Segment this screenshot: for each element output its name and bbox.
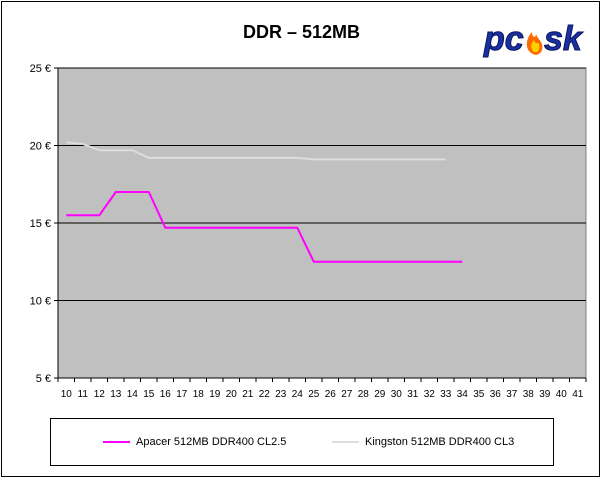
- y-tick-label: 25 €: [30, 63, 51, 75]
- x-tick-label: 35: [473, 389, 485, 400]
- x-tick-label: 32: [424, 389, 436, 400]
- x-tick-label: 38: [523, 389, 535, 400]
- x-tick-label: 17: [176, 389, 188, 400]
- pcask-logo: pc sk: [483, 20, 585, 59]
- x-tick-label: 11: [78, 389, 89, 400]
- series-line-kingston: [66, 141, 446, 161]
- x-tick-label: 13: [110, 389, 122, 400]
- legend-label-kingston: Kingston 512MB DDR400 CL3: [365, 436, 515, 448]
- x-tick-label: 29: [374, 389, 386, 400]
- x-tick-label: 34: [457, 389, 469, 400]
- legend-swatch-kingston: [332, 441, 359, 443]
- x-tick-label: 40: [556, 389, 568, 400]
- series-line-apacer: [66, 191, 463, 263]
- x-tick-label: 25: [308, 389, 320, 400]
- legend-item-apacer: Apacer 512MB DDR400 CL2.5: [103, 434, 286, 450]
- x-tick-label: 18: [193, 389, 205, 400]
- x-tick-label: 41: [572, 389, 584, 400]
- x-tick-label: 19: [209, 389, 221, 400]
- legend-label-apacer: Apacer 512MB DDR400 CL2.5: [136, 436, 287, 448]
- chart-legend: Apacer 512MB DDR400 CL2.5 Kingston 512MB…: [50, 418, 554, 466]
- y-tick-label: 20 €: [30, 141, 51, 153]
- x-tick-label: 30: [391, 389, 403, 400]
- x-tick-label: 28: [358, 389, 370, 400]
- x-tick-label: 22: [259, 389, 271, 400]
- x-tick-label: 24: [292, 389, 304, 400]
- x-tick-label: 31: [407, 389, 419, 400]
- x-tick-label: 26: [325, 389, 337, 400]
- legend-item-kingston: Kingston 512MB DDR400 CL3: [332, 434, 514, 450]
- x-tick-label: 20: [226, 389, 238, 400]
- x-tick-label: 33: [440, 389, 452, 400]
- x-tick-label: 39: [539, 389, 551, 400]
- x-tick-label: 37: [506, 389, 518, 400]
- x-tick-label: 16: [160, 389, 172, 400]
- logo-text-right: sk: [544, 20, 584, 58]
- x-tick-label: 36: [490, 389, 502, 400]
- x-tick-label: 15: [143, 389, 155, 400]
- logo-text-left: pc: [483, 20, 524, 58]
- chart-title: DDR – 512MB: [242, 22, 361, 42]
- x-tick-label: 23: [275, 389, 287, 400]
- y-tick-label: 15 €: [30, 218, 51, 230]
- x-tick-label: 14: [127, 389, 139, 400]
- x-tick-label: 12: [94, 389, 106, 400]
- legend-swatch-apacer: [103, 441, 130, 443]
- x-tick-label: 27: [341, 389, 353, 400]
- y-tick-label: 5 €: [36, 373, 51, 385]
- y-tick-label: 10 €: [30, 296, 51, 308]
- x-tick-label: 10: [61, 389, 73, 400]
- x-tick-label: 21: [242, 389, 254, 400]
- flame-icon: [526, 32, 543, 55]
